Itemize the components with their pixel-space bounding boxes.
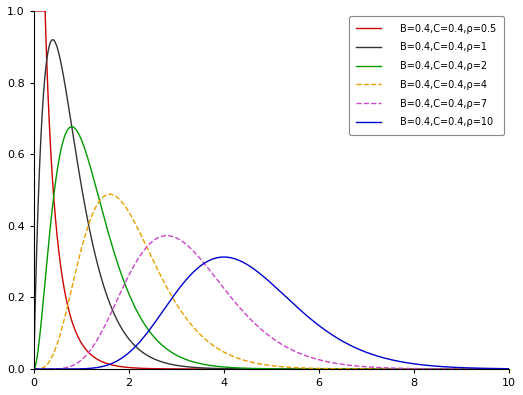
Legend: B=0.4,C=0.4,ρ=0.5, B=0.4,C=0.4,ρ=1, B=0.4,C=0.4,ρ=2, B=0.4,C=0.4,ρ=4, B=0.4,C=0.: B=0.4,C=0.4,ρ=0.5, B=0.4,C=0.4,ρ=1, B=0.… — [349, 16, 504, 135]
